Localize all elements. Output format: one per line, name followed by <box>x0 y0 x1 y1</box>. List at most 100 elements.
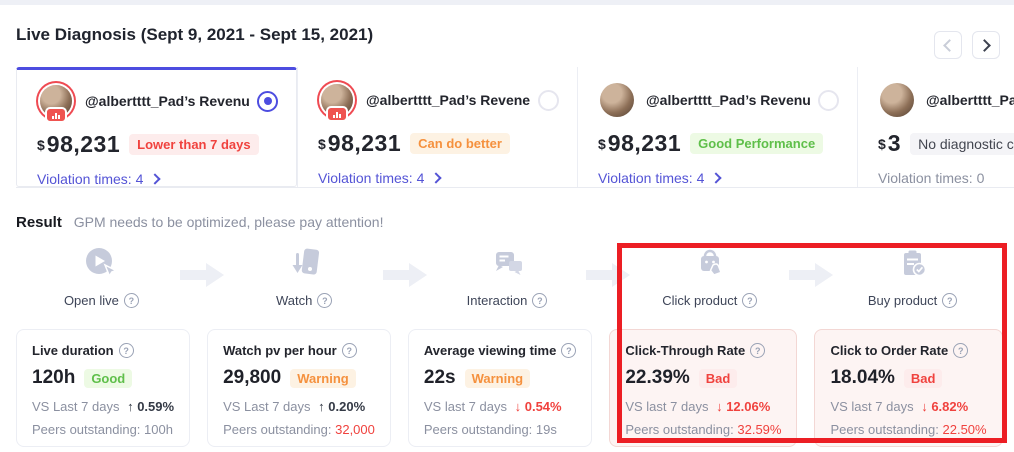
violation-link[interactable]: Violation times: 4 <box>37 171 278 187</box>
revenue-amount: 98,231 <box>327 130 402 156</box>
arrow-down-icon: ↓ <box>514 399 522 414</box>
funnel-step-click-product: Click product ? <box>608 241 811 321</box>
account-radio[interactable] <box>257 90 278 112</box>
metric-title-text: Live duration <box>32 343 114 358</box>
metric-title-text: Average viewing time <box>423 343 557 358</box>
funnel-step-label: Open live ? <box>64 293 139 308</box>
status-badge: Can do better <box>410 133 510 154</box>
flow-arrow-icon <box>789 263 835 287</box>
funnel-step-label: Buy product ? <box>867 293 958 308</box>
help-icon[interactable]: ? <box>341 343 357 358</box>
vs-label: VS last 7 days <box>423 399 507 414</box>
peers-outstanding: Peers outstanding: 32,000 <box>223 422 375 437</box>
delta-value: ↓ 0.54% <box>515 399 562 414</box>
interaction-icon <box>485 241 529 289</box>
step-label-text: Watch <box>276 293 313 308</box>
metric-value: 120h <box>32 367 76 388</box>
metric-value: 29,800 <box>223 367 282 388</box>
peers-label: Peers outstanding: <box>223 422 332 437</box>
arrow-up-icon: ↑ <box>127 399 134 414</box>
peers-label: Peers outstanding: <box>625 422 734 437</box>
next-page-button[interactable] <box>972 31 1000 59</box>
avatar <box>37 82 75 123</box>
account-card-4[interactable]: @albertttt_Pad’s $ 3 No diagnostic con V… <box>857 67 1014 187</box>
peers-value: 22.50% <box>942 422 987 437</box>
funnel-step-label: Click product ? <box>662 293 758 308</box>
vs-last-7-days: VS last 7 days ↓ 0.54% <box>424 399 576 414</box>
funnel-step-interaction: Interaction ? <box>406 241 609 321</box>
help-icon[interactable]: ? <box>561 343 577 358</box>
peers-label: Peers outstanding: <box>32 422 141 437</box>
result-label: Result <box>16 214 62 231</box>
account-radio[interactable] <box>538 89 559 111</box>
violation-link[interactable]: Violation times: 4 <box>318 170 559 186</box>
help-icon[interactable]: ? <box>742 293 758 308</box>
account-head: @albertttt_Pad’s <box>878 81 1014 119</box>
status-badge: No diagnostic con <box>910 132 1014 155</box>
help-icon[interactable]: ? <box>317 293 333 308</box>
vs-last-7-days: VS last 7 days ↓ 12.06% <box>625 399 781 414</box>
account-radio[interactable] <box>818 89 839 111</box>
delta-text: 0.20% <box>328 399 366 414</box>
click-product-icon <box>688 241 732 289</box>
metric-value-row: 120h Good <box>32 367 174 389</box>
violation-text: Violation times: 4 <box>318 170 425 186</box>
status-badge: Warning <box>290 368 356 388</box>
avatar <box>318 81 356 122</box>
help-icon[interactable]: ? <box>123 293 139 308</box>
status-badge: Bad <box>698 368 738 388</box>
metric-card-click-to-order-rate: Click to Order Rate ? 18.04% Bad VS last… <box>814 329 1003 447</box>
violation-link[interactable]: Violation times: 4 <box>598 170 839 186</box>
account-name: @albertttt_Pad’s Revene <box>366 92 530 108</box>
peers-outstanding: Peers outstanding: 32.59% <box>625 422 781 437</box>
metric-card-click-through-rate: Click-Through Rate ? 22.39% Bad VS last … <box>609 329 798 447</box>
account-head: @albertttt_Pad’s Revene <box>318 81 559 122</box>
watch-icon <box>282 241 326 289</box>
currency-symbol: $ <box>598 135 606 152</box>
status-badge: Warning <box>464 368 531 388</box>
metric-value-row: 22.39% Bad <box>625 367 781 389</box>
vs-label: VS Last 7 days <box>223 399 311 414</box>
funnel-step-watch: Watch ? <box>203 241 406 321</box>
vs-label: VS last 7 days <box>625 399 709 414</box>
delta-value: ↑ 0.20% <box>318 399 365 414</box>
live-indicator-icon <box>45 107 67 123</box>
avatar <box>878 81 916 119</box>
help-icon[interactable]: ? <box>953 343 969 358</box>
avatar-image <box>600 83 634 117</box>
page-title: Live Diagnosis (Sept 9, 2021 - Sept 15, … <box>16 25 374 44</box>
revenue-row: $ 98,231 Can do better <box>318 130 559 157</box>
delta-text: 12.06% <box>726 399 771 414</box>
help-icon[interactable]: ? <box>750 343 766 358</box>
account-card-3[interactable]: @albertttt_Pad’s Revenue $ 98,231 Good P… <box>577 67 857 187</box>
flow-arrow-icon <box>180 263 226 287</box>
help-icon[interactable]: ? <box>942 293 958 308</box>
status-badge: Lower than 7 days <box>129 134 259 155</box>
help-icon[interactable]: ? <box>118 343 134 358</box>
delta-value: ↑ 0.59% <box>127 399 174 414</box>
step-label-text: Buy product <box>867 293 938 308</box>
header: Live Diagnosis (Sept 9, 2021 - Sept 15, … <box>0 5 1014 67</box>
delta-text: 0.54% <box>524 399 562 414</box>
account-head: @albertttt_Pad’s Revenue <box>598 81 839 119</box>
account-card-2[interactable]: @albertttt_Pad’s Revene $ 98,231 Can do … <box>297 67 577 187</box>
pager <box>934 31 1000 59</box>
metric-card-watch-pv: Watch pv per hour ? 29,800 Warning VS La… <box>207 329 391 447</box>
peers-outstanding: Peers outstanding: 22.50% <box>830 422 986 437</box>
funnel-step-open-live: Open live ? <box>0 241 203 321</box>
arrow-down-icon: ↓ <box>716 399 723 414</box>
violation-text: Violation times: 0 <box>878 170 985 186</box>
account-card-1[interactable]: @albertttt_Pad’s Revenue $ 98,231 Lower … <box>16 67 297 187</box>
vs-label: VS last 7 days <box>830 399 914 414</box>
step-label-text: Interaction <box>466 293 528 308</box>
flow-arrow-icon <box>383 263 429 287</box>
prev-page-button[interactable] <box>934 31 962 59</box>
account-name: @albertttt_Pad’s Revenue <box>85 93 249 109</box>
revenue-row: $ 98,231 Good Performance <box>598 130 839 157</box>
metric-title: Click to Order Rate ? <box>830 343 986 358</box>
delta-text: 0.59% <box>137 399 175 414</box>
metric-value-row: 18.04% Bad <box>830 367 986 389</box>
currency-symbol: $ <box>37 136 45 153</box>
violation-text: Violation times: 4 <box>37 171 144 187</box>
help-icon[interactable]: ? <box>532 293 548 308</box>
